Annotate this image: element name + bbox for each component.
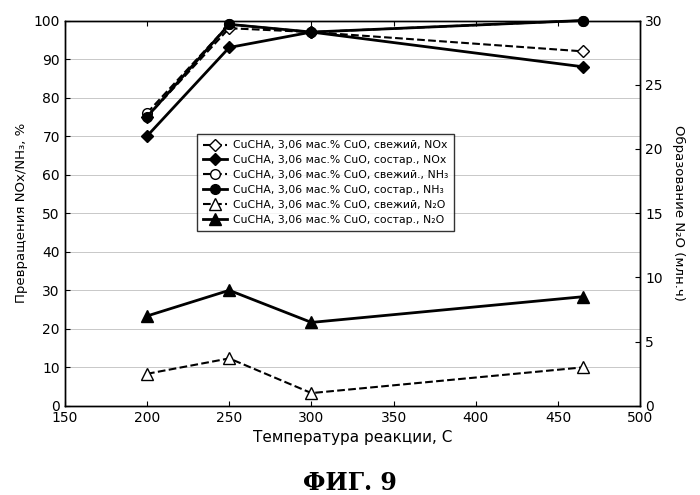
- X-axis label: Температура реакции, С: Температура реакции, С: [253, 430, 452, 446]
- CuCHA, 3,06 мас.% CuO, свежий, NOx: [307, 29, 316, 35]
- CuCHA, 3,06 мас.% CuO, состар., NOx: [578, 64, 587, 70]
- CuCHA, 3,06 мас.% CuO, свежий., NH₃: [143, 110, 151, 116]
- CuCHA, 3,06 мас.% CuO, состар., N₂O: [307, 319, 316, 325]
- Line: CuCHA, 3,06 мас.% CuO, свежий, N₂O: CuCHA, 3,06 мас.% CuO, свежий, N₂O: [141, 353, 588, 398]
- CuCHA, 3,06 мас.% CuO, свежий, N₂O: [307, 390, 316, 396]
- CuCHA, 3,06 мас.% CuO, состар., NH₃: [225, 21, 233, 27]
- CuCHA, 3,06 мас.% CuO, состар., N₂O: [225, 287, 233, 293]
- CuCHA, 3,06 мас.% CuO, состар., NOx: [225, 45, 233, 50]
- Text: ФИГ. 9: ФИГ. 9: [303, 471, 397, 495]
- Line: CuCHA, 3,06 мас.% CuO, состар., N₂O: CuCHA, 3,06 мас.% CuO, состар., N₂O: [141, 285, 588, 328]
- CuCHA, 3,06 мас.% CuO, состар., NOx: [143, 133, 151, 139]
- Y-axis label: Превращения NOx/NH₃, %: Превращения NOx/NH₃, %: [15, 123, 28, 303]
- CuCHA, 3,06 мас.% CuO, свежий, N₂O: [143, 371, 151, 377]
- Legend: CuCHA, 3,06 мас.% CuO, свежий, NOx, CuCHA, 3,06 мас.% CuO, состар., NOx, CuCHA, : CuCHA, 3,06 мас.% CuO, свежий, NOx, CuCH…: [197, 134, 454, 231]
- CuCHA, 3,06 мас.% CuO, свежий, NOx: [225, 25, 233, 31]
- Y-axis label: Образование N₂O (млн.ч): Образование N₂O (млн.ч): [672, 125, 685, 301]
- CuCHA, 3,06 мас.% CuO, свежий., NH₃: [578, 17, 587, 23]
- Line: CuCHA, 3,06 мас.% CuO, свежий., NH₃: CuCHA, 3,06 мас.% CuO, свежий., NH₃: [142, 16, 587, 118]
- CuCHA, 3,06 мас.% CuO, состар., NH₃: [307, 29, 316, 35]
- CuCHA, 3,06 мас.% CuO, свежий, N₂O: [225, 355, 233, 361]
- CuCHA, 3,06 мас.% CuO, состар., NOx: [307, 29, 316, 35]
- CuCHA, 3,06 мас.% CuO, свежий., NH₃: [225, 21, 233, 27]
- CuCHA, 3,06 мас.% CuO, свежий, N₂O: [578, 364, 587, 370]
- Line: CuCHA, 3,06 мас.% CuO, состар., NH₃: CuCHA, 3,06 мас.% CuO, состар., NH₃: [142, 16, 587, 122]
- CuCHA, 3,06 мас.% CuO, состар., N₂O: [143, 313, 151, 319]
- Line: CuCHA, 3,06 мас.% CuO, свежий, NOx: CuCHA, 3,06 мас.% CuO, свежий, NOx: [143, 24, 587, 121]
- CuCHA, 3,06 мас.% CuO, свежий., NH₃: [307, 29, 316, 35]
- CuCHA, 3,06 мас.% CuO, состар., NH₃: [143, 114, 151, 120]
- CuCHA, 3,06 мас.% CuO, свежий, NOx: [143, 114, 151, 120]
- CuCHA, 3,06 мас.% CuO, состар., N₂O: [578, 294, 587, 299]
- CuCHA, 3,06 мас.% CuO, состар., NH₃: [578, 17, 587, 23]
- CuCHA, 3,06 мас.% CuO, свежий, NOx: [578, 49, 587, 54]
- Line: CuCHA, 3,06 мас.% CuO, состар., NOx: CuCHA, 3,06 мас.% CuO, состар., NOx: [143, 28, 587, 140]
